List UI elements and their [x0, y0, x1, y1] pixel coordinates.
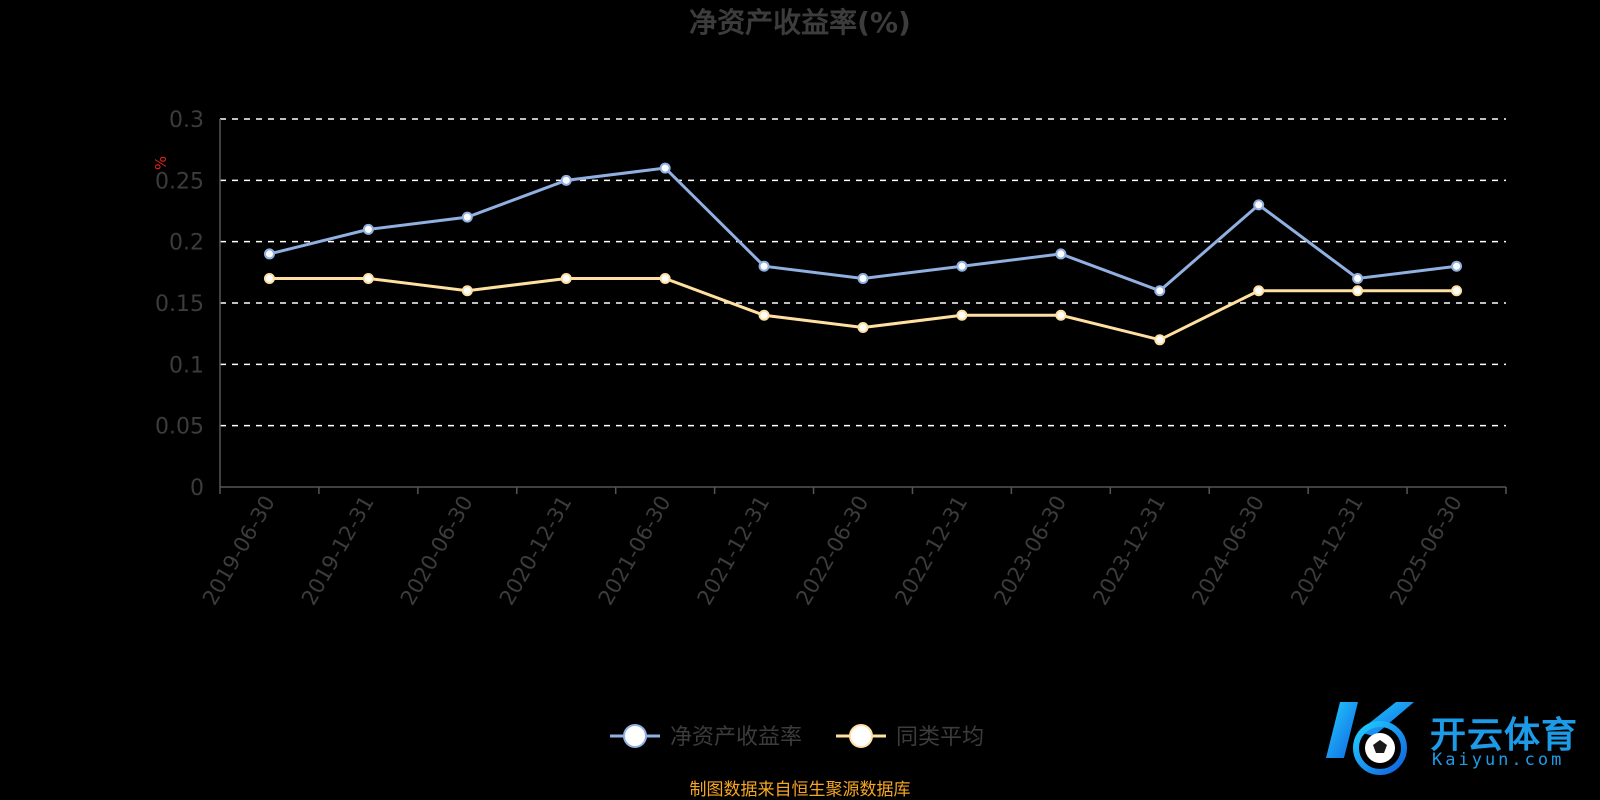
x-tick-label: 2021-06-30	[594, 492, 676, 610]
x-tick-label: 2022-12-31	[890, 492, 972, 610]
x-tick-label: 2023-12-31	[1088, 492, 1170, 610]
x-tick-label: 2019-12-31	[297, 492, 379, 610]
data-point[interactable]	[362, 272, 374, 284]
data-point[interactable]	[1451, 260, 1463, 272]
y-axis-unit-label: %	[152, 156, 170, 170]
data-point[interactable]	[461, 211, 473, 223]
data-point[interactable]	[1154, 285, 1166, 297]
data-point[interactable]	[1253, 285, 1265, 297]
series-line	[269, 166, 1457, 293]
x-tick-label: 2021-12-31	[693, 492, 775, 610]
y-tick-label: 0.25	[155, 169, 204, 194]
y-tick-label: 0.05	[155, 415, 204, 440]
series	[263, 162, 1463, 346]
data-point[interactable]	[362, 223, 374, 235]
kaiyun-logo-mark-icon	[1326, 702, 1414, 775]
legend-item[interactable]: 净资产收益率	[610, 724, 802, 750]
data-point[interactable]	[1055, 309, 1067, 321]
data-point[interactable]	[758, 309, 770, 321]
kaiyun-logo: 开云体育 Kaiyun.com	[1318, 698, 1588, 778]
data-point[interactable]	[857, 272, 869, 284]
x-tick-label: 2023-06-30	[989, 492, 1071, 610]
data-point[interactable]	[1055, 248, 1067, 260]
y-tick-label: 0	[190, 476, 204, 501]
x-tick-label: 2024-06-30	[1187, 492, 1269, 610]
data-point[interactable]	[758, 260, 770, 272]
x-axis-ticks: 2019-06-30 2019-12-31 2020-06-30 2020-12-31…	[198, 492, 1467, 610]
data-point[interactable]	[857, 322, 869, 334]
gridlines	[220, 118, 1506, 427]
legend-label: 净资产收益率	[670, 725, 802, 750]
data-point[interactable]	[956, 260, 968, 272]
data-point[interactable]	[1352, 285, 1364, 297]
data-point[interactable]	[1451, 285, 1463, 297]
x-tick-label: 2020-12-31	[495, 492, 577, 610]
data-point[interactable]	[1253, 199, 1265, 211]
legend-item[interactable]: 同类平均	[836, 724, 984, 750]
x-tick-label: 2025-06-30	[1385, 492, 1467, 610]
axes	[219, 119, 1507, 494]
y-tick-label: 0.15	[155, 292, 204, 317]
data-point[interactable]	[263, 248, 275, 260]
data-point[interactable]	[1154, 334, 1166, 346]
series-group	[263, 272, 1463, 346]
series-group	[263, 162, 1463, 297]
y-axis-ticks: 0 0.05 0.1 0.15 0.2 0.25 0.3	[155, 108, 204, 501]
chart-title: 净资产收益率(%)	[689, 6, 911, 39]
x-tick-label: 2020-06-30	[396, 492, 478, 610]
data-point[interactable]	[1352, 272, 1364, 284]
legend-label: 同类平均	[896, 725, 984, 750]
legend[interactable]: 净资产收益率 同类平均	[610, 724, 984, 750]
data-point[interactable]	[659, 162, 671, 174]
x-tick-label: 2022-06-30	[792, 492, 874, 610]
logo-english-text: Kaiyun.com	[1432, 750, 1565, 770]
logo-chinese-text: 开云体育	[1430, 715, 1579, 756]
x-tick-label: 2019-06-30	[198, 492, 280, 610]
y-tick-label: 0.3	[169, 108, 204, 133]
data-point[interactable]	[659, 272, 671, 284]
data-point[interactable]	[956, 309, 968, 321]
legend-swatch-marker	[623, 724, 647, 748]
data-point[interactable]	[560, 272, 572, 284]
data-source-note: 制图数据来自恒生聚源数据库	[690, 780, 911, 800]
data-point[interactable]	[560, 174, 572, 186]
y-tick-label: 0.2	[169, 231, 204, 256]
data-point[interactable]	[263, 272, 275, 284]
x-tick-label: 2024-12-31	[1286, 492, 1368, 610]
data-point[interactable]	[461, 285, 473, 297]
y-tick-label: 0.1	[169, 353, 204, 378]
legend-swatch-marker	[849, 724, 873, 748]
